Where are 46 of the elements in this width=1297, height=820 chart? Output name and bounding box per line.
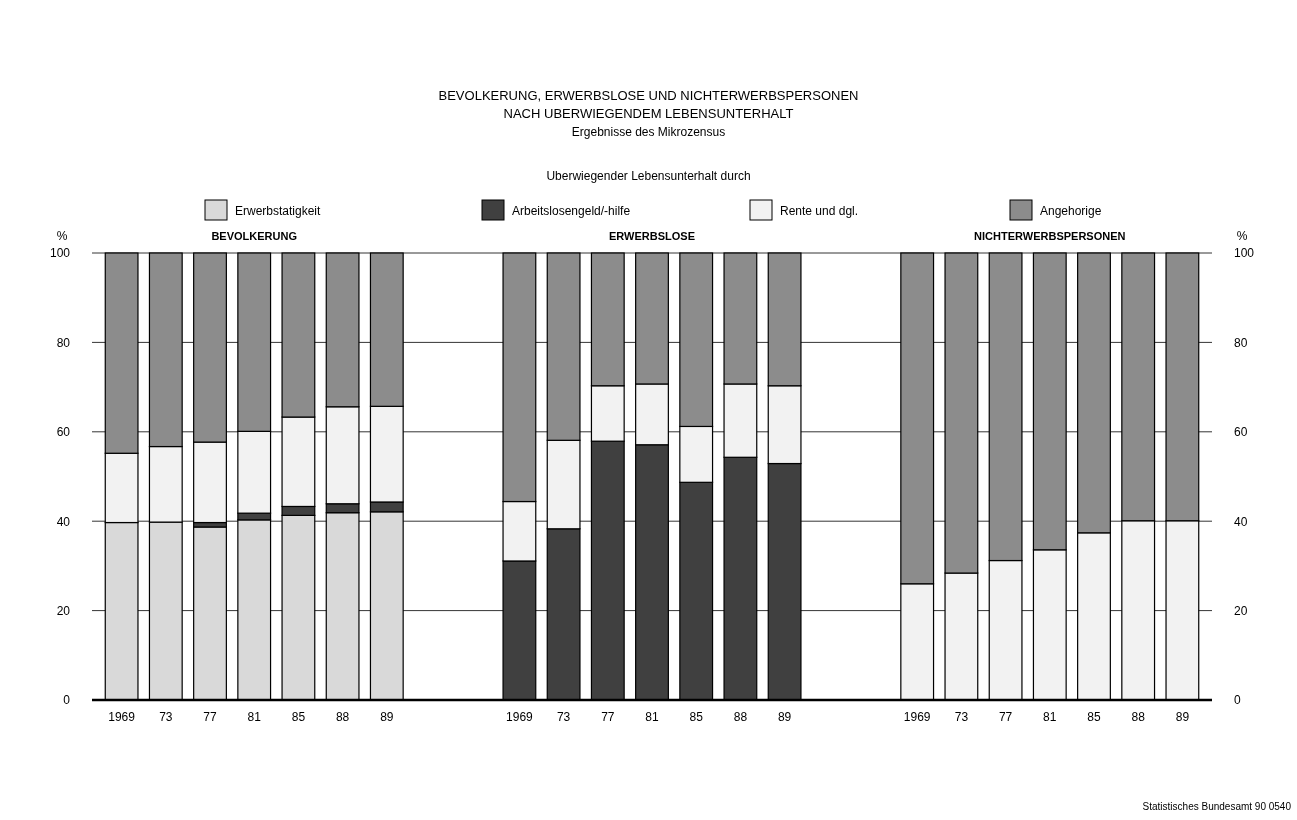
x-tick-label: 1969 — [903, 709, 931, 724]
legend-label: Rente und dgl. — [780, 204, 859, 218]
x-tick-label: 81 — [247, 709, 262, 724]
x-tick-label: 1969 — [506, 709, 534, 724]
y-tick-label: 60 — [56, 425, 71, 440]
x-tick-label: 88 — [1131, 709, 1146, 724]
x-tick-label: 89 — [380, 709, 394, 724]
y-tick-label: 0 — [63, 693, 71, 708]
x-tick-label: 73 — [954, 709, 969, 724]
text: Statistisches Bundesamt 90 0540 — [1142, 801, 1292, 812]
x-tick-label: 85 — [1087, 709, 1101, 724]
x-tick-label: 77 — [601, 709, 615, 724]
y2-tick-label: 20 — [1234, 603, 1248, 618]
x-tick-label: 85 — [291, 709, 306, 724]
y2-tick-label: 40 — [1234, 514, 1248, 529]
x-tick-label: 77 — [998, 709, 1013, 724]
x-tick-label: 73 — [159, 709, 173, 724]
x-tick-label: 88 — [733, 709, 748, 724]
text: BEVOLKERUNG — [211, 230, 297, 242]
y2-axis-title: % — [1236, 229, 1248, 243]
x-tick-label: 85 — [689, 709, 704, 724]
y2-tick-label: 60 — [1234, 425, 1248, 440]
x-tick-label: 81 — [1043, 709, 1057, 724]
x-tick-label: 1969 — [108, 709, 136, 724]
y-axis-title: % — [56, 229, 68, 243]
legend-label: Arbeitslosengeld/-hilfe — [512, 204, 631, 218]
y2-tick-label: 100 — [1234, 246, 1255, 261]
legend-label: Angehorige — [1040, 204, 1102, 218]
text: NICHTERWERBSPERSONEN — [974, 230, 1126, 242]
legend-label: Erwerbstatigkeit — [235, 204, 322, 218]
x-tick-label: 89 — [777, 709, 792, 724]
chart-title: BEVOLKERUNG, ERWERBSLOSE UND NICHTERWERBSPERSONEN NACH UBERWIEGENDEM LEBENSUNTERHALT — [438, 88, 859, 121]
x-tick-label: 73 — [556, 709, 571, 724]
legend-title: Uberwiegender Lebensunterhalt durch — [546, 169, 751, 183]
y-tick-label: 80 — [56, 335, 71, 350]
x-tick-label: 89 — [1175, 709, 1190, 724]
y-tick-label: 100 — [49, 246, 71, 261]
y-tick-label: 40 — [56, 514, 71, 529]
y-tick-label: 20 — [56, 603, 71, 618]
y2-tick-label: 80 — [1234, 335, 1248, 350]
y2-tick-label: 0 — [1234, 693, 1241, 708]
x-tick-label: 77 — [203, 709, 218, 724]
chart-subtitle: Ergebnisse des Mikrozensus — [571, 125, 726, 139]
x-tick-label: 88 — [335, 709, 350, 724]
text: ERWERBSLOSE — [609, 230, 695, 242]
x-tick-label: 81 — [645, 709, 659, 724]
